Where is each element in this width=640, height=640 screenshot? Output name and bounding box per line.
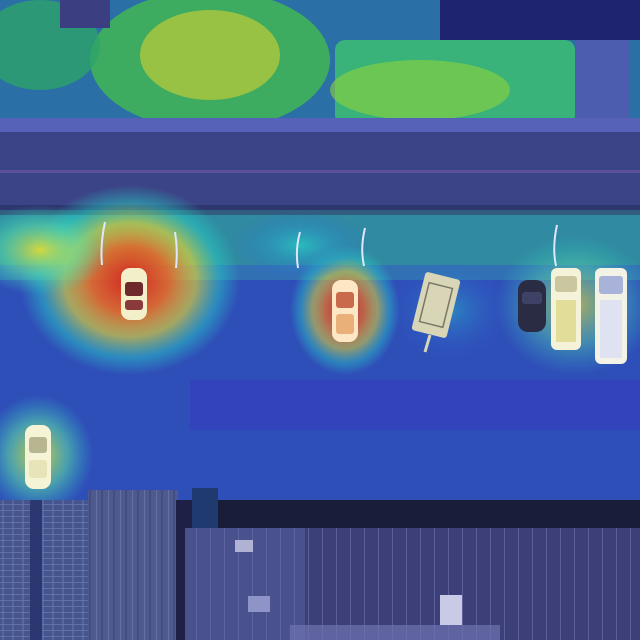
heat-lot-entry bbox=[230, 210, 370, 280]
roof-vent-small bbox=[235, 540, 253, 552]
vehicle-red-car bbox=[121, 268, 147, 320]
stall-line bbox=[295, 231, 301, 269]
vehicle-white-truck bbox=[595, 268, 627, 364]
shed-top bbox=[60, 0, 110, 28]
vehicle-dark-car bbox=[518, 280, 546, 332]
roof-mid-left bbox=[88, 490, 178, 640]
stall-line bbox=[553, 224, 558, 267]
heat-cool-band bbox=[190, 380, 640, 430]
roof-unit bbox=[248, 596, 270, 612]
roof-left bbox=[0, 500, 90, 640]
chimney bbox=[192, 488, 218, 528]
stall-line bbox=[174, 231, 178, 269]
tree-canopy-highlight bbox=[140, 10, 280, 100]
roof-ridge-left bbox=[30, 500, 42, 640]
trailer bbox=[411, 272, 461, 353]
center-line bbox=[0, 170, 640, 173]
roof-long bbox=[185, 528, 640, 640]
stall-line bbox=[361, 227, 366, 267]
roof-vent bbox=[440, 595, 462, 625]
vehicle-pickup-truck bbox=[551, 268, 581, 350]
heat-left bbox=[0, 205, 110, 295]
vehicle-bottom-car bbox=[25, 425, 51, 489]
sidewalk bbox=[0, 118, 640, 136]
lawn-highlight bbox=[330, 60, 510, 120]
vehicle-orange-suv bbox=[332, 280, 358, 342]
house-top-right bbox=[440, 0, 640, 40]
curb bbox=[0, 205, 640, 215]
roof-edge bbox=[290, 625, 500, 640]
stall-line bbox=[100, 221, 106, 266]
